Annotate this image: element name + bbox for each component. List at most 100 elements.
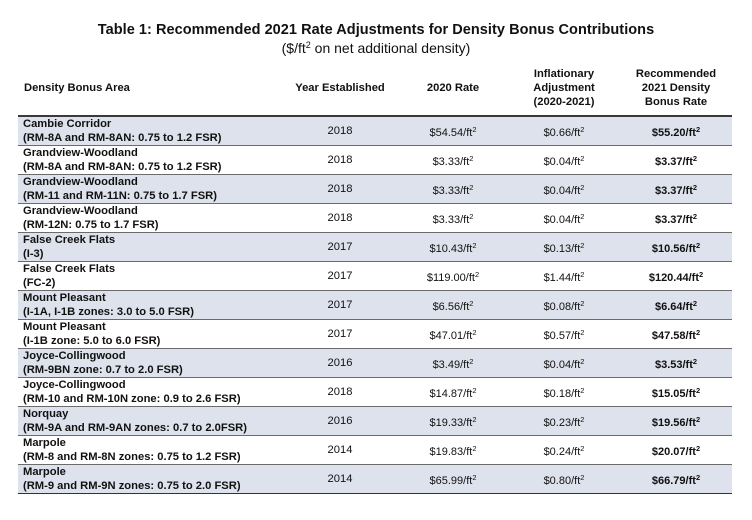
cell-recommended-2021-rate-value: $15.05 — [651, 387, 686, 400]
unit-per-sqft: /ft2 — [571, 212, 584, 226]
unit-superscript: 2 — [580, 472, 585, 482]
table-row: Marpole (RM-8 and RM-8N zones: 0.75 to 1.… — [18, 435, 732, 465]
cell-year-established: 2017 — [282, 319, 398, 349]
cell-recommended-2021-rate: $20.07/ft2 — [620, 435, 732, 465]
unit-text: /ft — [685, 474, 696, 487]
unit-superscript: 2 — [472, 472, 477, 482]
density-bonus-table: Density Bonus Area Year Established 2020… — [18, 60, 732, 494]
unit-text: /ft — [571, 300, 581, 313]
unit-text: /ft — [688, 271, 699, 284]
unit-superscript: 2 — [580, 356, 585, 366]
unit-per-sqft: /ft2 — [460, 211, 474, 226]
cell-2020-rate-value: $3.33 — [432, 184, 461, 197]
cell-recommended-2021-rate: $19.56/ft2 — [620, 406, 732, 436]
cell-2020-rate: $47.01/ft2 — [398, 319, 508, 349]
unit-per-sqft: /ft2 — [571, 153, 585, 168]
unit-text: /ft — [571, 445, 581, 458]
unit-superscript: 2 — [469, 356, 474, 366]
unit-per-sqft: /ft2 — [463, 327, 477, 342]
table-row: Joyce-Collingwood (RM-10 and RM-10N zone:… — [18, 377, 732, 407]
cell-density-bonus-area: Cambie Corridor (RM-8A and RM-8AN: 0.75 t… — [18, 116, 282, 146]
area-name: Marpole — [23, 466, 66, 478]
header-area: Density Bonus Area — [18, 60, 282, 117]
unit-per-sqft: /ft2 — [571, 415, 584, 429]
cell-recommended-2021-rate-value: $3.37 — [654, 184, 683, 197]
unit-text: /ft — [460, 300, 470, 313]
cell-density-bonus-area: Joyce-Collingwood (RM-10 and RM-10N zone:… — [18, 377, 282, 407]
header-recommended-rate: Recommended 2021 Density Bonus Rate — [620, 60, 732, 117]
unit-per-sqft: /ft2 — [686, 443, 701, 458]
unit-text: /ft — [571, 184, 581, 197]
unit-per-sqft: /ft2 — [460, 154, 473, 168]
unit-text: /ft — [682, 213, 693, 226]
unit-per-sqft: /ft2 — [685, 473, 701, 487]
unit-text: /ft — [682, 184, 693, 197]
unit-per-sqft: /ft2 — [682, 212, 697, 226]
area-name: Grandview-Woodland — [23, 176, 138, 188]
area-zoning-detail: (RM-8 and RM-8N zones: 0.75 to 1.2 FSR) — [23, 451, 241, 463]
area-zoning-detail: (I-1A, I-1B zones: 3.0 to 5.0 FSR) — [23, 306, 194, 318]
unit-superscript: 2 — [695, 124, 701, 134]
cell-2020-rate-value: $47.01 — [429, 329, 464, 342]
area-zoning-detail: (I-1B zone: 5.0 to 6.0 FSR) — [23, 335, 161, 347]
unit-superscript: 2 — [469, 298, 474, 308]
cell-recommended-2021-rate: $3.37/ft2 — [620, 203, 732, 233]
header-inflation-line-1: Inflationary — [533, 67, 595, 80]
unit-superscript: 2 — [695, 414, 701, 424]
unit-text: /ft — [571, 155, 581, 168]
header-inflation-line-3: (2020-2021) — [533, 95, 595, 108]
cell-recommended-2021-rate: $10.56/ft2 — [620, 232, 732, 262]
table-row: Joyce-Collingwood (RM-9BN zone: 0.7 to 2.… — [18, 348, 732, 378]
unit-per-sqft: /ft2 — [682, 183, 697, 197]
unit-superscript: 2 — [580, 298, 585, 308]
unit-superscript: 2 — [469, 211, 474, 221]
unit-text: /ft — [463, 474, 473, 487]
unit-superscript: 2 — [472, 327, 477, 337]
header-recommended-line-1: Recommended — [635, 67, 717, 80]
cell-2020-rate: $65.99/ft2 — [398, 464, 508, 494]
header-inflationary-adjustment: Inflationary Adjustment (2020-2021) — [508, 60, 620, 117]
unit-superscript: 2 — [472, 124, 477, 134]
cell-inflationary-adjustment: $0.57/ft2 — [508, 319, 620, 349]
cell-2020-rate: $19.83/ft2 — [398, 435, 508, 465]
area-name: Joyce-Collingwood — [23, 350, 126, 362]
unit-text: /ft — [463, 416, 473, 429]
cell-inflationary-adjustment: $1.44/ft2 — [508, 261, 620, 291]
unit-superscript: 2 — [695, 240, 701, 250]
unit-per-sqft: /ft2 — [688, 270, 704, 284]
cell-recommended-2021-rate: $3.37/ft2 — [620, 145, 732, 175]
cell-inflationary-adjustment: $0.04/ft2 — [508, 348, 620, 378]
unit-text: /ft — [571, 213, 581, 226]
cell-2020-rate-value: $6.56 — [432, 300, 461, 313]
table-header-row: Density Bonus Area Year Established 2020… — [18, 60, 732, 117]
unit-superscript: 2 — [580, 269, 585, 279]
unit-superscript: 2 — [695, 443, 701, 453]
table-row: Marpole (RM-9 and RM-9N zones: 0.75 to 2.… — [18, 464, 732, 494]
unit-per-sqft: /ft2 — [571, 472, 585, 487]
area-name: Mount Pleasant — [23, 321, 106, 333]
cell-recommended-2021-rate: $6.64/ft2 — [620, 290, 732, 320]
cell-inflationary-adjustment-value: $0.57 — [543, 329, 572, 342]
table-row: Grandview-Woodland (RM-12N: 0.75 to 1.7 F… — [18, 203, 732, 233]
unit-per-sqft: /ft2 — [686, 240, 701, 255]
cell-year-established: 2017 — [282, 261, 398, 291]
area-zoning-detail: (RM-9A and RM-9AN zones: 0.7 to 2.0FSR) — [23, 422, 247, 434]
cell-2020-rate-value: $54.54 — [429, 126, 464, 139]
area-zoning-detail: (RM-8A and RM-8AN: 0.75 to 1.2 FSR) — [23, 132, 222, 144]
area-zoning-detail: (FC-2) — [23, 277, 56, 289]
cell-2020-rate-value: $19.83 — [429, 445, 464, 458]
cell-inflationary-adjustment: $0.08/ft2 — [508, 290, 620, 320]
cell-density-bonus-area: False Creek Flats (I-3) — [18, 232, 282, 262]
cell-inflationary-adjustment: $0.04/ft2 — [508, 145, 620, 175]
unit-superscript: 2 — [580, 153, 585, 163]
cell-inflationary-adjustment-value: $0.66 — [543, 126, 572, 139]
cell-2020-rate-value: $3.33 — [432, 155, 461, 168]
area-name: Joyce-Collingwood — [23, 379, 126, 391]
cell-year-established: 2018 — [282, 145, 398, 175]
table-subtitle: ($/ft2 on net additional density) — [0, 40, 752, 56]
unit-superscript: 2 — [580, 240, 585, 250]
unit-text: /ft — [571, 242, 581, 255]
unit-per-sqft: /ft2 — [466, 270, 479, 284]
unit-per-sqft: /ft2 — [571, 298, 585, 313]
cell-inflationary-adjustment-value: $0.18 — [543, 387, 572, 400]
